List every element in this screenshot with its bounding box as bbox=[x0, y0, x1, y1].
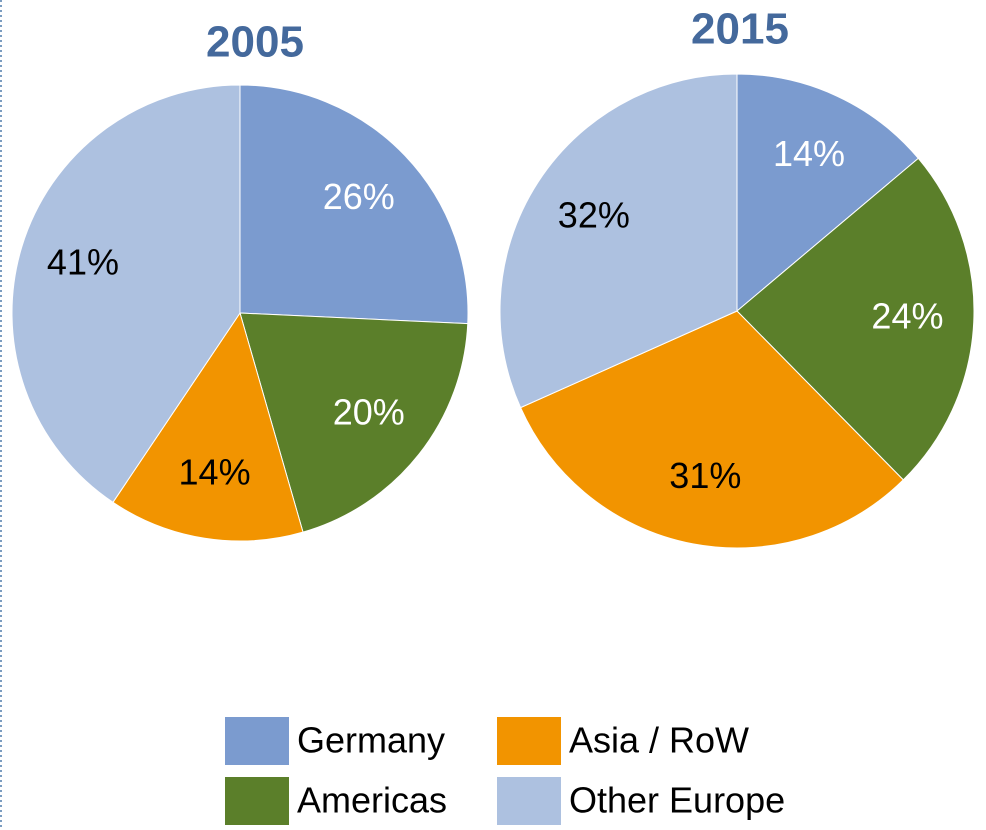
slice-label: 32% bbox=[558, 195, 630, 236]
slice-label: 24% bbox=[871, 295, 943, 336]
chart-title: 2015 bbox=[691, 5, 789, 54]
legend-swatch bbox=[225, 777, 289, 825]
pie-slice bbox=[112, 311, 304, 542]
slice-label: 20% bbox=[333, 391, 405, 432]
legend-label: Other Europe bbox=[569, 780, 785, 821]
pie-slice bbox=[499, 73, 738, 409]
pie-slice bbox=[736, 73, 919, 313]
legend-label: Asia / RoW bbox=[569, 720, 749, 761]
pie-slice bbox=[239, 84, 469, 325]
slice-label: 41% bbox=[47, 242, 119, 283]
pie-slice bbox=[736, 157, 975, 481]
legend-swatch bbox=[497, 717, 561, 765]
legend-label: Germany bbox=[297, 720, 445, 761]
pie-slice bbox=[519, 310, 904, 549]
legend-swatch bbox=[497, 777, 561, 825]
slice-label: 31% bbox=[669, 455, 741, 496]
pie-slice bbox=[11, 84, 241, 504]
chart-title: 2005 bbox=[206, 18, 304, 67]
legend-swatch bbox=[225, 717, 289, 765]
slice-label: 14% bbox=[773, 133, 845, 174]
slice-label: 26% bbox=[323, 176, 395, 217]
slice-label: 14% bbox=[179, 452, 251, 493]
legend-label: Americas bbox=[297, 780, 447, 821]
pie-slice bbox=[239, 312, 469, 533]
